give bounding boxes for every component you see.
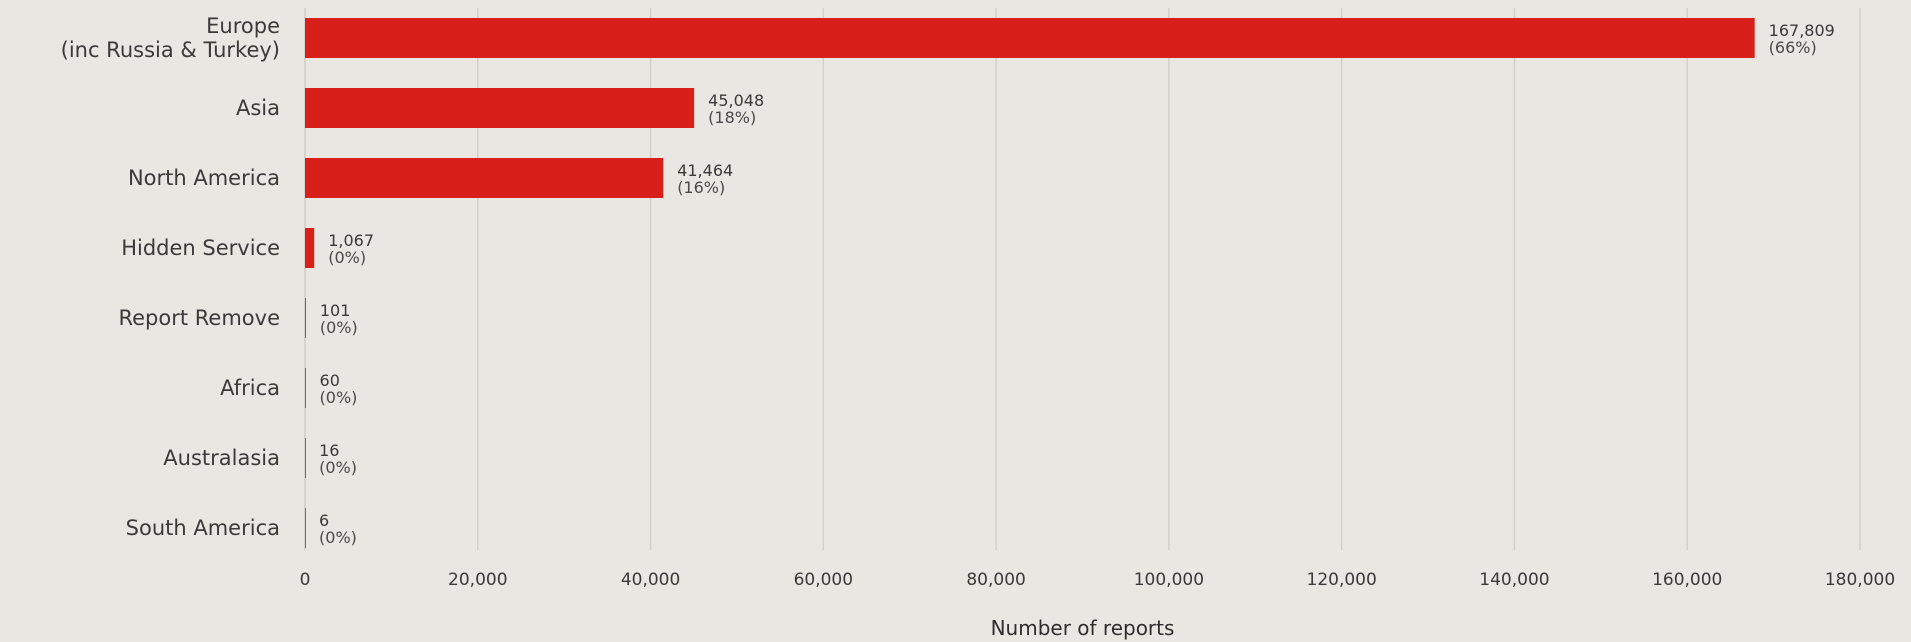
percent-label: (66%)	[1769, 38, 1817, 57]
x-tick-label: 80,000	[966, 570, 1025, 590]
percent-label: (0%)	[328, 248, 366, 267]
percent-label: (0%)	[319, 528, 357, 547]
bars	[305, 18, 1755, 548]
bar-2	[305, 158, 664, 198]
category-label: Europe	[206, 14, 280, 38]
x-tick-labels: 0 20,000 40,000 60,000 80,000 100,000 120,000 1…	[300, 570, 1896, 590]
category-labels: Europe(inc Russia & Turkey) Asia North Ame…	[61, 14, 280, 540]
percent-label: (0%)	[319, 458, 357, 477]
bar-0	[305, 18, 1755, 58]
value-label: 45,048	[708, 91, 764, 110]
percent-label: (16%)	[677, 178, 725, 197]
bar-7	[305, 508, 306, 548]
category-label: Asia	[236, 96, 280, 120]
value-label: 60	[320, 371, 340, 390]
category-label: Report Remove	[118, 306, 280, 330]
value-label: 1,067	[328, 231, 374, 250]
category-label: (inc Russia & Turkey)	[61, 38, 280, 62]
percent-label: (18%)	[708, 108, 756, 127]
x-tick-label: 100,000	[1134, 570, 1204, 590]
value-label: 6	[319, 511, 329, 530]
x-tick-label: 20,000	[448, 570, 507, 590]
x-tick-label: 120,000	[1307, 570, 1377, 590]
x-tick-label: 40,000	[621, 570, 680, 590]
value-label: 167,809	[1769, 21, 1835, 40]
category-label: Australasia	[163, 446, 280, 470]
bar-5	[305, 368, 306, 408]
x-tick-label: 140,000	[1479, 570, 1549, 590]
x-axis-title: Number of reports	[991, 616, 1175, 640]
x-tick-label: 0	[300, 570, 311, 590]
category-label: Africa	[220, 376, 280, 400]
percent-label: (0%)	[320, 318, 358, 337]
bar-3	[305, 228, 315, 268]
bar-6	[305, 438, 306, 478]
x-tick-label: 160,000	[1652, 570, 1722, 590]
value-labels: 167,809(66%)45,048(18%)41,464(16%)1,067(…	[319, 21, 1835, 547]
value-label: 41,464	[677, 161, 733, 180]
x-tick-label: 180,000	[1825, 570, 1895, 590]
category-label: Hidden Service	[121, 236, 280, 260]
category-label: North America	[128, 166, 280, 190]
bar-1	[305, 88, 695, 128]
bar-4	[305, 298, 306, 338]
value-label: 101	[320, 301, 351, 320]
category-label: South America	[126, 516, 280, 540]
percent-label: (0%)	[320, 388, 358, 407]
x-tick-label: 60,000	[794, 570, 853, 590]
value-label: 16	[319, 441, 339, 460]
